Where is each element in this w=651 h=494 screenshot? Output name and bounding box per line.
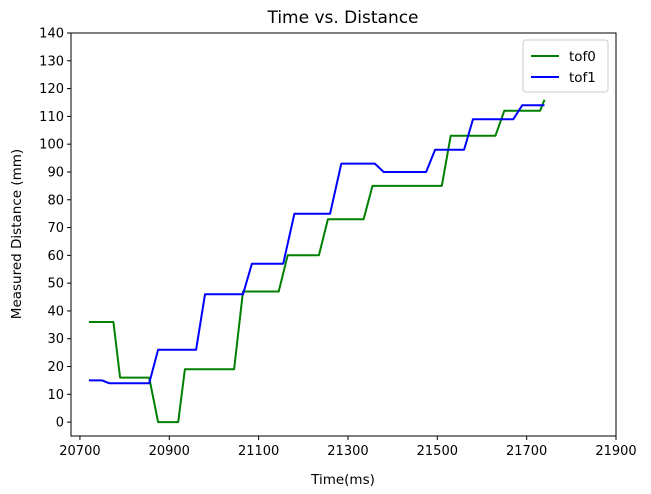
x-tick-label: 20700 <box>59 444 100 459</box>
y-tick-label: 50 <box>47 277 64 292</box>
y-tick-label: 20 <box>47 360 64 375</box>
x-tick-label: 21100 <box>238 444 279 459</box>
y-tick-label: 30 <box>47 332 64 347</box>
y-axis-ticks: 0 10 20 30 40 50 60 70 80 90 100 110 120 130 140 <box>39 27 71 431</box>
y-tick-label: 120 <box>39 82 64 97</box>
y-tick-label: 140 <box>39 27 64 42</box>
plot-area <box>70 32 617 437</box>
x-axis-label: Time(ms) <box>310 472 375 488</box>
y-tick-label: 90 <box>47 165 64 180</box>
y-tick-label: 130 <box>39 54 64 69</box>
y-axis-label: Measured Distance (mm) <box>9 149 25 319</box>
series-line-tof1 <box>88 104 545 385</box>
y-tick-label: 110 <box>39 110 64 125</box>
y-tick-label: 70 <box>47 221 64 236</box>
legend: tof0 tof1 <box>522 39 609 93</box>
x-tick-label: 21700 <box>506 444 547 459</box>
x-tick-label: 21300 <box>327 444 368 459</box>
chart-title: Time vs. Distance <box>266 8 418 28</box>
series-line-tof0 <box>88 99 546 424</box>
legend-frame <box>522 39 609 93</box>
legend-label-tof0: tof0 <box>569 49 596 65</box>
x-tick-label: 21900 <box>595 444 636 459</box>
series-layer <box>88 99 546 424</box>
y-tick-label: 100 <box>39 138 64 153</box>
y-tick-label: 40 <box>47 304 64 319</box>
y-tick-label: 0 <box>56 416 64 431</box>
x-tick-label: 21500 <box>417 444 458 459</box>
x-axis-ticks: 20700 20900 21100 21300 21500 21700 21900 <box>59 436 637 459</box>
legend-label-tof1: tof1 <box>569 70 596 86</box>
y-tick-label: 60 <box>47 249 64 264</box>
y-tick-label: 80 <box>47 193 64 208</box>
y-tick-label: 10 <box>47 388 64 403</box>
x-tick-label: 20900 <box>149 444 190 459</box>
